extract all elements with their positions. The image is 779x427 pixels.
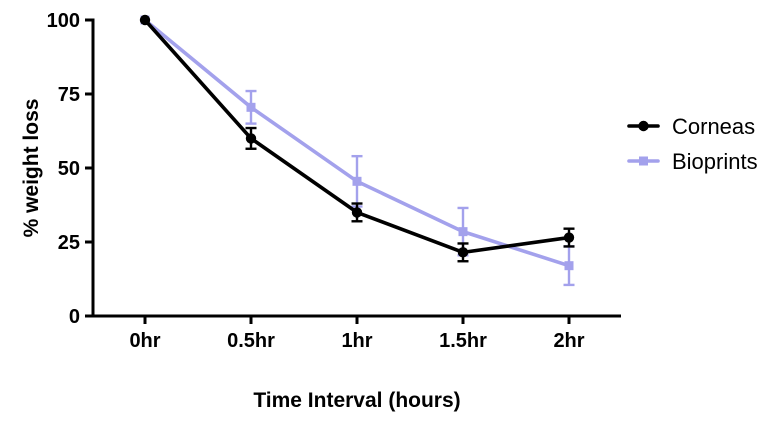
x-tick-label: 2hr: [553, 330, 584, 352]
x-tick-label: 1hr: [341, 330, 372, 352]
legend-item-corneas: Corneas: [627, 114, 755, 139]
legend-marker-bioprints: [639, 156, 648, 166]
legend: Corneas Bioprints: [627, 114, 758, 174]
corneas-marker: [139, 14, 151, 26]
legend-marker-corneas: [638, 120, 649, 132]
corneas-marker: [245, 133, 257, 144]
bioprints-line: [143, 18, 571, 268]
x-tick-label: 0hr: [129, 330, 160, 352]
legend-label-corneas: Corneas: [672, 114, 755, 139]
y-tick-label: 25: [58, 232, 80, 254]
x-tick-label: 1.5hr: [439, 330, 487, 352]
y-tick-label: 100: [47, 10, 80, 32]
y-tick-label: 50: [58, 158, 80, 180]
legend-label-bioprints: Bioprints: [672, 149, 758, 174]
corneas-marker: [351, 207, 363, 218]
legend-item-bioprints: Bioprints: [627, 149, 758, 174]
bioprints-marker: [458, 227, 468, 237]
x-axis-title: Time Interval (hours): [253, 389, 460, 412]
bioprints-marker: [352, 176, 362, 186]
plot-area: 0 25 50 75 100 0hr 0.5hr 1hr 1.5hr 2hr: [47, 10, 621, 352]
y-tick-label: 0: [69, 306, 80, 328]
x-tick-label: 0.5hr: [227, 330, 275, 352]
corneas-marker: [563, 232, 575, 243]
bioprints-marker: [246, 102, 256, 112]
series-corneas: [139, 14, 575, 263]
y-axis-title: % weight loss: [20, 99, 43, 238]
y-tick-label: 75: [58, 84, 80, 106]
corneas-marker: [457, 247, 469, 258]
bioprints-marker: [564, 261, 574, 271]
